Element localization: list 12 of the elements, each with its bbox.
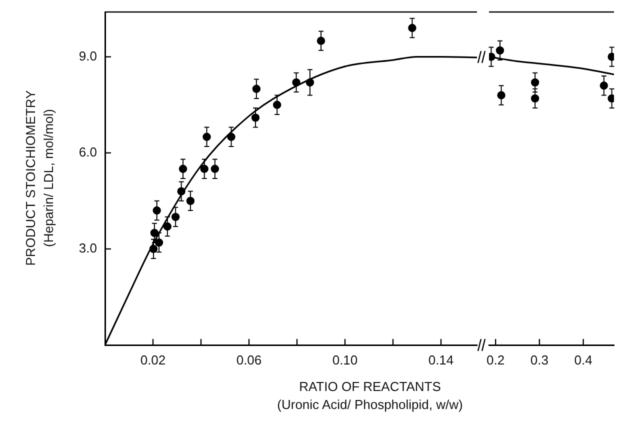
- y-axis-title: PRODUCT STOICHIOMETRY (Heparin/ LDL, mol/mol): [22, 90, 57, 266]
- y-tick-label: 9.0: [78, 48, 97, 64]
- x-tick-label: 0.06: [236, 352, 262, 368]
- x-tick-label: 0.02: [140, 352, 166, 368]
- x-axis-title: RATIO OF REACTANTS (Uronic Acid/ Phospholipid, w/w): [277, 378, 463, 414]
- x-tick-label: 0.10: [332, 352, 358, 368]
- y-tick-label: 6.0: [78, 144, 97, 160]
- y-tick-label: 3.0: [78, 240, 97, 256]
- x-tick-label: 0.3: [530, 352, 548, 368]
- x-tick-label: 0.2: [486, 352, 505, 368]
- x-tick-label: 0.14: [428, 352, 454, 368]
- x-tick-label: 0.4: [574, 352, 592, 368]
